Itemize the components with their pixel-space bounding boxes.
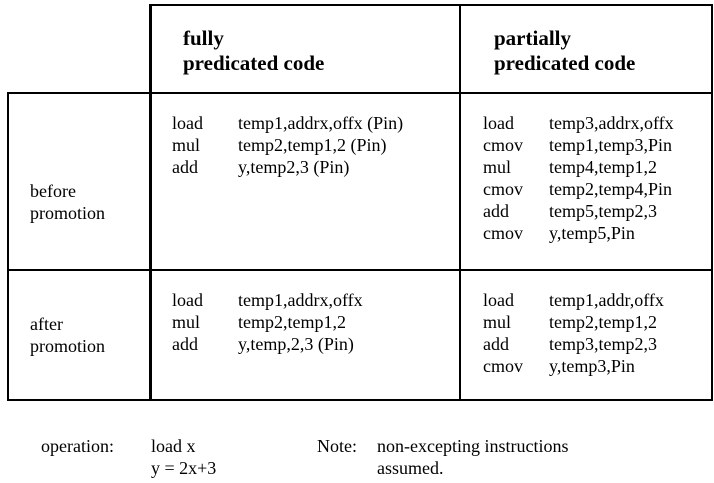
note-line: non-excepting instructions: [377, 436, 569, 456]
instruction-op: add: [172, 334, 198, 354]
grid-line: [711, 4, 713, 401]
instruction-args: temp2,temp1,2 (Pin): [238, 135, 387, 155]
instruction-op: add: [172, 157, 198, 177]
instruction-args: y,temp5,Pin: [549, 223, 635, 243]
code-line: add y,temp2,3 (Pin): [172, 156, 403, 178]
code-line: add temp5,temp2,3: [483, 200, 674, 222]
column-header-line: partially: [494, 26, 571, 50]
code-line: add temp3,temp2,3: [483, 333, 664, 355]
note-text: non-excepting instructions assumed.: [377, 435, 568, 479]
code-line: mul temp2,temp1,2: [483, 311, 664, 333]
row-label-line: after: [30, 314, 63, 334]
instruction-op: mul: [172, 312, 201, 332]
column-header-fully: fully predicated code: [183, 26, 324, 76]
instruction-op: load: [483, 290, 514, 310]
instruction-op: mul: [483, 312, 512, 332]
column-header-line: predicated code: [183, 51, 325, 75]
code-cell-after-fully: load temp1,addrx,offx mul temp2,temp1,2 add y…: [172, 289, 363, 355]
instruction-op: load: [483, 113, 514, 133]
instruction-op: cmov: [483, 179, 523, 199]
operation-line: y = 2x+3: [151, 458, 217, 478]
code-cell-before-fully: load temp1,addrx,offx (Pin) mul temp2,temp1…: [172, 112, 403, 178]
note-label: Note:: [317, 436, 357, 456]
grid-line: [459, 4, 461, 401]
instruction-args: temp2,temp1,2: [238, 312, 346, 332]
instruction-op: load: [172, 113, 203, 133]
operation-line: load x: [151, 436, 196, 456]
code-line: cmov y,temp3,Pin: [483, 355, 664, 377]
operation-text: load x y = 2x+3: [151, 435, 216, 479]
instruction-args: temp1,addrx,offx (Pin): [238, 113, 404, 133]
code-line: mul temp2,temp1,2 (Pin): [172, 134, 403, 156]
code-line: mul temp2,temp1,2: [172, 311, 363, 333]
grid-line: [7, 92, 713, 94]
row-label-before: before promotion: [30, 180, 105, 224]
code-line: mul temp4,temp1,2: [483, 156, 674, 178]
row-label-line: promotion: [30, 336, 105, 356]
code-line: load temp3,addrx,offx: [483, 112, 674, 134]
row-label-line: before: [30, 181, 76, 201]
code-line: load temp1,addr,offx: [483, 289, 664, 311]
instruction-args: temp3,temp2,3: [549, 334, 657, 354]
instruction-op: cmov: [483, 356, 523, 376]
grid-line: [149, 4, 152, 401]
note-line: assumed.: [377, 458, 444, 478]
code-line: add y,temp,2,3 (Pin): [172, 333, 363, 355]
code-line: cmov temp2,temp4,Pin: [483, 178, 674, 200]
instruction-op: cmov: [483, 135, 523, 155]
instruction-op: add: [483, 201, 509, 221]
instruction-args: temp2,temp1,2: [549, 312, 657, 332]
instruction-args: temp1,addrx,offx: [238, 290, 363, 310]
instruction-args: temp3,addrx,offx: [549, 113, 674, 133]
instruction-op: cmov: [483, 223, 523, 243]
code-line: load temp1,addrx,offx (Pin): [172, 112, 403, 134]
grid-line: [150, 4, 713, 6]
instruction-op: mul: [483, 157, 512, 177]
instruction-args: temp1,addr,offx: [549, 290, 664, 310]
instruction-op: mul: [172, 135, 201, 155]
code-cell-after-partially: load temp1,addr,offx mul temp2,temp1,2 add te…: [483, 289, 664, 377]
instruction-args: y,temp2,3 (Pin): [238, 157, 350, 177]
code-line: load temp1,addrx,offx: [172, 289, 363, 311]
instruction-op: add: [483, 334, 509, 354]
instruction-args: y,temp,2,3 (Pin): [238, 334, 354, 354]
operation-label: operation:: [41, 436, 114, 456]
code-line: cmov y,temp5,Pin: [483, 222, 674, 244]
grid-line: [7, 399, 713, 401]
instruction-args: temp2,temp4,Pin: [549, 179, 672, 199]
code-line: cmov temp1,temp3,Pin: [483, 134, 674, 156]
column-header-line: fully: [183, 26, 224, 50]
grid-line: [7, 92, 9, 401]
instruction-args: temp5,temp2,3: [549, 201, 657, 221]
column-header-line: predicated code: [494, 51, 636, 75]
code-cell-before-partially: load temp3,addrx,offx cmov temp1,temp3,Pin m…: [483, 112, 674, 244]
instruction-args: y,temp3,Pin: [549, 356, 635, 376]
grid-line: [7, 269, 713, 271]
instruction-args: temp1,temp3,Pin: [549, 135, 672, 155]
instruction-args: temp4,temp1,2: [549, 157, 657, 177]
column-header-partially: partially predicated code: [494, 26, 635, 76]
row-label-after: after promotion: [30, 313, 105, 357]
instruction-op: load: [172, 290, 203, 310]
row-label-line: promotion: [30, 203, 105, 223]
